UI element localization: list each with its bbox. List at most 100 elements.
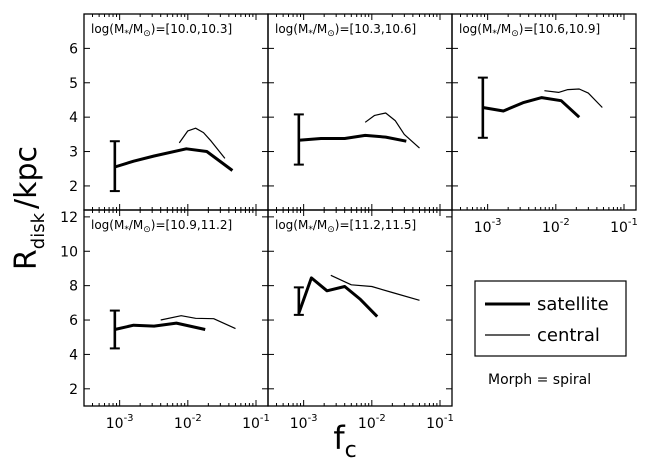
x-tick-base: 10	[106, 416, 124, 432]
svg-text:fc: fc	[333, 419, 356, 463]
panel-label-range: =[11.2,11.5]	[339, 218, 416, 232]
panel-label-range: =[10.6,10.9]	[523, 22, 600, 36]
x-tick-exponent: -1	[260, 413, 270, 424]
y-tick-label: 6	[69, 41, 78, 57]
x-tick-exponent: -3	[492, 217, 502, 228]
panel-label-text: log(M	[91, 218, 124, 232]
panel-label-text: log(M	[275, 218, 308, 232]
panel-frame	[267, 209, 453, 407]
y-tick-label: 4	[69, 347, 78, 363]
satellite-line	[114, 321, 206, 331]
panel-label-range: =[10.0,10.3]	[155, 22, 232, 36]
panel-label-text: log(M	[275, 22, 308, 36]
legend-label-satellite: satellite	[537, 294, 609, 315]
x-axis-label-main: f	[333, 419, 345, 457]
panel-label-text: )	[151, 218, 156, 232]
panel-label-sub: *	[124, 29, 129, 39]
x-tick-base: 10	[290, 416, 308, 432]
panel-label-sub: *	[124, 225, 129, 235]
panel-frame	[267, 13, 453, 211]
svg-text:Rdisk/kpc: Rdisk/kpc	[9, 146, 49, 270]
satellite-line	[114, 147, 234, 172]
x-tick-label: 10-3	[474, 217, 502, 236]
x-axis-label-sub: c	[345, 438, 357, 463]
panel-label-sub: ⊙	[327, 225, 335, 235]
x-tick-exponent: -2	[560, 217, 570, 228]
y-tick-label: 3	[69, 145, 78, 161]
panel-label-text: /M	[313, 22, 327, 36]
central-line	[178, 127, 226, 159]
panel-label: log(M*/M⊙)=[11.2,11.5]	[275, 218, 416, 235]
x-tick-label: 10-3	[290, 413, 318, 432]
panel-frame	[451, 13, 637, 211]
panel-label-sub: *	[308, 29, 313, 39]
panel-label-range: =[10.9,11.2]	[155, 218, 232, 232]
x-tick-label: 10-1	[426, 413, 454, 432]
panel-label-range: =[10.3,10.6]	[339, 22, 416, 36]
panel-label-text: /M	[313, 218, 327, 232]
central-line	[364, 112, 420, 149]
y-tick-label: 8	[69, 279, 78, 295]
x-tick-label: 10-1	[242, 413, 270, 432]
legend-box	[474, 280, 627, 357]
x-tick-base: 10	[358, 416, 376, 432]
panel-1: log(M*/M⊙)=[10.3,10.6]	[267, 13, 453, 211]
morph-note: Morph = spiral	[488, 372, 591, 388]
panel-label-text: )	[151, 22, 156, 36]
panel-label-sub: ⊙	[143, 225, 151, 235]
panel-label-sub: ⊙	[143, 29, 151, 39]
panel-label-sub: *	[492, 29, 497, 39]
y-axis-label-sub: disk	[28, 212, 49, 249]
y-axis-label: Rdisk/kpc	[9, 146, 49, 270]
panel-label-sub: ⊙	[327, 29, 335, 39]
central-line	[544, 88, 603, 108]
x-tick-base: 10	[242, 416, 260, 432]
x-tick-base: 10	[610, 220, 628, 236]
y-axis-label-main: R	[9, 249, 44, 270]
x-tick-exponent: -2	[192, 413, 202, 424]
x-tick-exponent: -3	[308, 413, 318, 424]
central-line	[160, 315, 236, 330]
panel-label: log(M*/M⊙)=[10.3,10.6]	[275, 22, 416, 39]
y-tick-label: 6	[69, 313, 78, 329]
x-tick-label: 10-1	[610, 217, 638, 236]
y-tick-label: 12	[60, 210, 78, 226]
y-tick-label: 10	[60, 244, 78, 260]
y-tick-label: 2	[69, 179, 78, 195]
satellite-line	[298, 133, 407, 143]
legend-label-central: central	[537, 325, 600, 346]
x-tick-base: 10	[174, 416, 192, 432]
x-tick-exponent: -1	[444, 413, 454, 424]
x-tick-label: 10-2	[174, 413, 202, 432]
y-axis-label-unit: /kpc	[9, 146, 44, 209]
panel-label-text: )	[519, 22, 524, 36]
panel-label-text: /M	[129, 22, 143, 36]
panel-label: log(M*/M⊙)=[10.0,10.3]	[91, 22, 232, 39]
x-tick-base: 10	[426, 416, 444, 432]
x-tick-label: 10-2	[542, 217, 570, 236]
panel-label: log(M*/M⊙)=[10.9,11.2]	[91, 218, 232, 235]
x-tick-label: 10-3	[106, 413, 134, 432]
panel-0: 2 3 4 5 6 log(M*/M⊙)=[10.0,10.3]	[69, 13, 269, 211]
panel-label-text: log(M	[91, 22, 124, 36]
x-tick-label: 10-2	[358, 413, 386, 432]
panel-frame	[83, 209, 269, 407]
panel-label-sub: ⊙	[511, 29, 519, 39]
panel-label-sub: *	[308, 225, 313, 235]
panel-label-text: )	[335, 22, 340, 36]
satellite-line	[482, 96, 581, 119]
legend: satellite central	[474, 280, 627, 357]
x-axis-label: fc	[333, 419, 356, 463]
x-tick-base: 10	[542, 220, 560, 236]
panel-frame	[83, 13, 269, 211]
panel-label-text: /M	[497, 22, 511, 36]
x-tick-exponent: -2	[376, 413, 386, 424]
panel-label-text: log(M	[459, 22, 492, 36]
x-tick-exponent: -1	[628, 217, 638, 228]
x-tick-exponent: -3	[124, 413, 134, 424]
